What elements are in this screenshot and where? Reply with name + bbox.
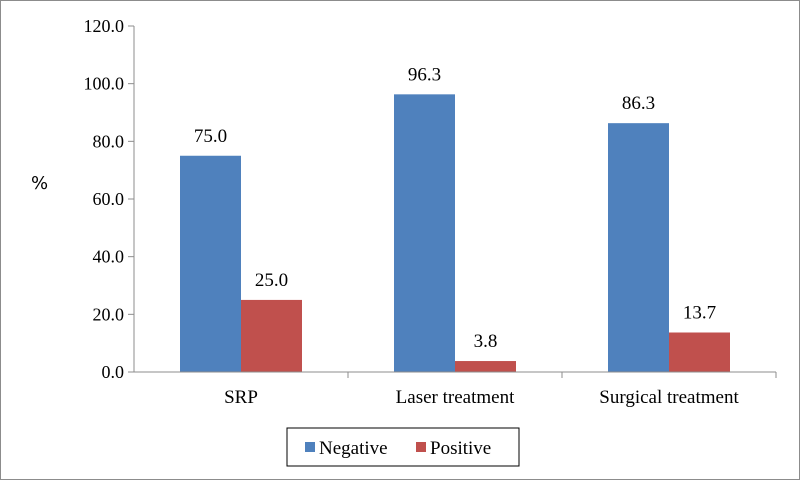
bar-negative-0 [180,155,241,372]
data-label-negative-0: 75.0 [194,126,227,147]
x-tick-label: SRP [224,387,258,408]
y-tick-label: 80.0 [93,131,125,151]
data-label-positive-2: 13.7 [683,302,716,323]
y-tick-label: 60.0 [93,189,125,209]
y-tick-label: 100.0 [84,74,125,94]
legend-label-negative: Negative [319,438,388,459]
data-label-negative-1: 96.3 [408,64,441,85]
x-axis-ticks: SRP Laser treatment Surgical treatment [224,372,777,408]
legend-label-positive: Positive [430,438,491,459]
legend: Negative Positive [286,427,520,467]
y-tick-label: 20.0 [93,304,125,324]
y-tick-label: 120.0 [84,16,125,36]
bar-negative-1 [394,94,455,373]
bar-positive-1 [455,361,516,372]
y-axis-title: % [31,173,48,194]
bar-negative-2 [608,123,669,372]
y-tick-label: 0.0 [102,362,125,382]
data-label-positive-0: 25.0 [255,270,288,291]
y-axis-ticks: 0.0 20.0 40.0 60.0 80.0 100.0 120.0 [84,16,134,382]
y-tick-label: 40.0 [93,247,125,267]
legend-box [286,427,520,467]
data-labels: 75.0 25.0 96.3 3.8 86.3 13.7 [194,64,716,352]
x-tick-label: Surgical treatment [599,387,739,408]
legend-swatch-negative [305,442,315,452]
data-label-negative-2: 86.3 [622,93,655,114]
x-tick-label: Laser treatment [396,387,515,408]
bar-positive-2 [669,332,730,372]
bars [180,94,730,373]
bar-positive-0 [241,299,302,372]
legend-swatch-positive [416,442,426,452]
data-label-positive-1: 3.8 [474,331,498,352]
